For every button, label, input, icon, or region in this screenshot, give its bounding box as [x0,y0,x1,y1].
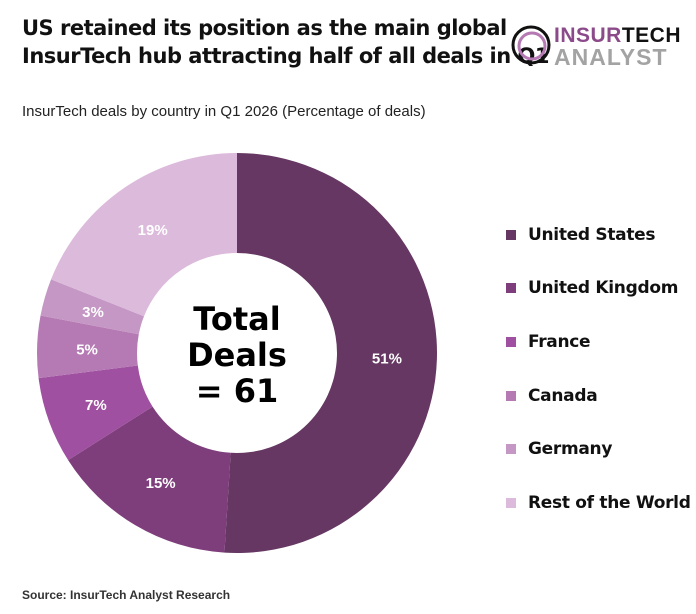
legend-swatch [506,336,516,347]
slice-rest-of-the-world [51,153,237,317]
data-label: 19% [138,222,168,239]
insurtech-analyst-logo: INSURTECH ANALYST [510,22,690,72]
legend-item: United Kingdom [506,262,691,316]
legend-item: Germany [506,422,691,476]
chart-subtitle: InsurTech deals by country in Q1 2026 (P… [22,103,426,120]
data-label: 3% [82,304,104,321]
legend-label: Canada [528,385,598,406]
legend-label: United Kingdom [528,278,679,299]
data-label: 51% [372,351,402,368]
logo-text-tech: TECH [621,24,682,47]
legend-item: Canada [506,369,691,423]
slice-france [38,365,153,461]
legend: United States United Kingdom France Canada G… [506,208,691,530]
legend-swatch [506,497,516,508]
data-label: 7% [85,397,107,414]
legend-swatch [506,390,516,401]
legend-label: United States [528,224,656,245]
center-label-line-1: Total [193,300,280,338]
logo-text-insur: INSUR [554,24,622,47]
slice-canada [36,315,139,379]
center-label-line-3: = 61 [196,372,278,410]
legend-item: United States [506,208,691,262]
center-label-line-2: Deals [187,336,287,374]
donut-chart: 51% 15% 7% 5% 3% 19% Total Deals = 61 [36,153,438,553]
legend-swatch [506,444,516,455]
legend-item: France [506,315,691,369]
title-line-2: InsurTech hub attracting half of all dea… [22,44,549,68]
slice-united-states [224,153,438,553]
legend-label: Germany [528,439,613,460]
slice-united-kingdom [68,406,231,553]
legend-swatch [506,283,516,294]
legend-label: France [528,331,591,352]
chart-title: US retained its position as the main glo… [22,14,549,70]
data-label: 5% [76,341,98,358]
legend-label: Rest of the World [528,492,691,513]
data-label: 15% [146,475,176,492]
source-note: Source: InsurTech Analyst Research [22,588,231,602]
legend-swatch [506,229,516,240]
legend-item: Rest of the World [506,476,691,530]
title-line-1: US retained its position as the main glo… [22,16,507,40]
slice-germany [40,279,145,335]
logo-text-analyst: ANALYST [554,44,668,70]
logo-ring-icon [511,25,551,65]
